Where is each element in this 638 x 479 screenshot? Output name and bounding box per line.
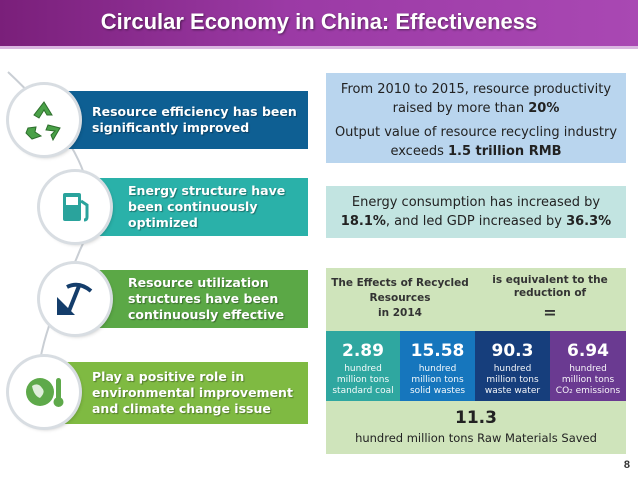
metric-unit: hundred million tons waste water: [484, 364, 541, 396]
icon-circle-mining: [40, 264, 110, 334]
item-bar-resource-utilization: Resource utilization structures have bee…: [82, 270, 308, 328]
mining-pickaxe-icon: [57, 282, 93, 315]
metric-cell-standard-coal: 2.89 hundred million tons standard coal: [326, 331, 400, 401]
metric-value: 6.94: [567, 341, 609, 361]
icon-circle-recycle: [9, 85, 79, 155]
box1-line4: exceeds 1.5 trillion RMB: [390, 144, 562, 159]
item-label-resource-efficiency: Resource efficiency has been significant…: [92, 104, 297, 135]
box2-line1: Energy consumption has increased by: [351, 195, 601, 210]
metric-value: 90.3: [491, 341, 534, 361]
box1-line2: raised by more than 20%: [392, 101, 560, 116]
total-label: hundred million tons Raw Materials Saved: [355, 431, 597, 445]
item-label-resource-utilization: Resource utilization structures have bee…: [128, 275, 285, 322]
total-value: 11.3: [455, 408, 497, 428]
equals-sign: =: [543, 303, 557, 322]
item-bar-environment: Play a positive role in environmental im…: [50, 362, 308, 424]
metric-unit: hundred million tons solid wastes: [409, 364, 466, 396]
item-label-energy-structure: Energy structure have been continuously …: [128, 183, 286, 230]
box1-line1: From 2010 to 2015, resource productivity: [340, 82, 612, 97]
box2-line2: 18.1%, and led GDP increased by 36.3%: [340, 214, 612, 229]
metric-value: 15.58: [410, 341, 465, 361]
item-bar-resource-efficiency: Resource efficiency has been significant…: [50, 91, 308, 149]
metric-cell-solid-wastes: 15.58 hundred million tons solid wastes: [400, 331, 475, 401]
title-banner: Circular Economy in China: Effectiveness: [0, 0, 638, 49]
page-number: 8: [623, 459, 630, 471]
info-box-energy-consumption: Energy consumption has increased by 18.1…: [326, 186, 626, 238]
recycle-icon: [25, 101, 61, 142]
metric-unit: hundred million tons CO₂ emissions: [555, 364, 621, 396]
icon-circle-fuel: [40, 172, 110, 242]
metric-cell-co2-emissions: 6.94 hundred million tons CO₂ emissions: [550, 331, 626, 401]
fuel-pump-icon: [63, 193, 89, 222]
box1-line3: Output value of resource recycling indus…: [334, 125, 618, 140]
info-box-resource-productivity: From 2010 to 2015, resource productivity…: [326, 73, 626, 163]
effects-title: The Effects of Recycled Resources in 201…: [331, 277, 469, 319]
item-label-environment: Play a positive role in environmental im…: [92, 369, 293, 416]
item-bar-energy-structure: Energy structure have been continuously …: [82, 178, 308, 236]
metric-unit: hundred million tons standard coal: [332, 364, 394, 396]
equivalent-label: is equivalent to the reduction of =: [480, 274, 620, 322]
total-raw-materials: 11.3 hundred million tons Raw Materials …: [326, 408, 626, 452]
globe-thermometer-icon: [26, 378, 64, 407]
icon-circle-globe: [9, 357, 79, 427]
metric-cell-waste-water: 90.3 hundred million tons waste water: [475, 331, 550, 401]
page-title: Circular Economy in China: Effectiveness: [100, 9, 538, 34]
metric-value: 2.89: [342, 341, 384, 361]
